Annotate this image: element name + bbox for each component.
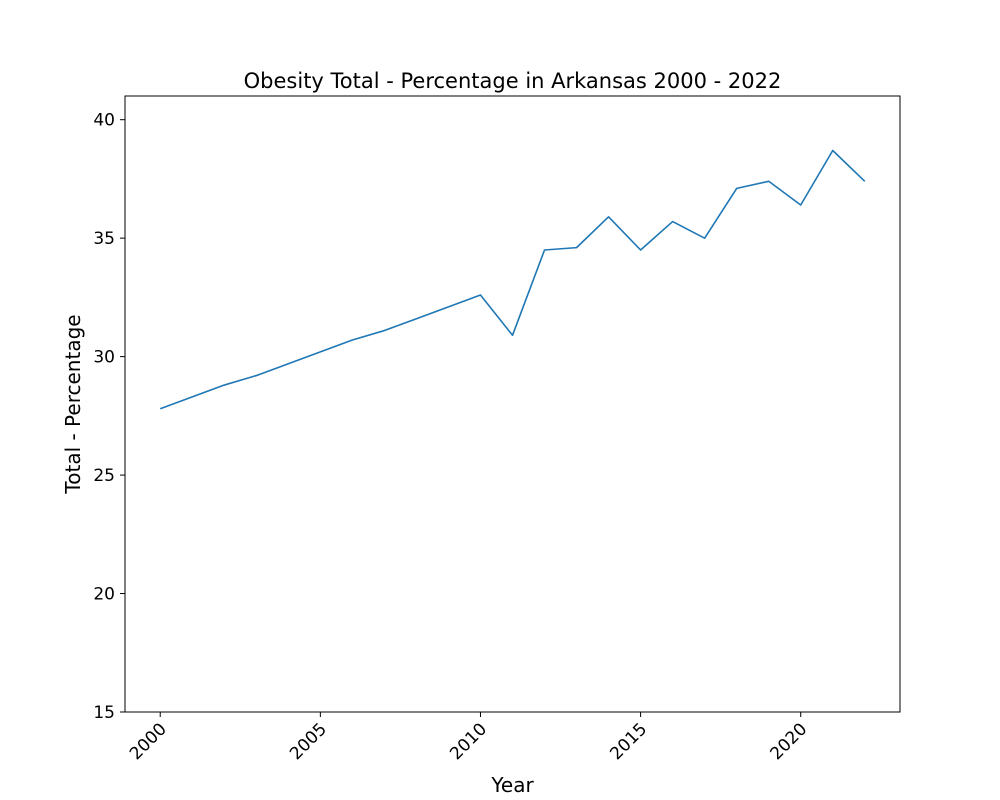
chart-title: Obesity Total - Percentage in Arkansas 2… (244, 69, 782, 93)
x-tick-label: 2015 (606, 719, 651, 764)
x-tick-label: 2005 (286, 719, 331, 764)
y-tick-label: 35 (93, 229, 115, 249)
y-axis-title: Total - Percentage (61, 314, 85, 494)
plot-area (124, 95, 901, 713)
y-tick-label: 25 (93, 466, 115, 486)
y-tick-label: 15 (93, 703, 115, 723)
x-tick-label: 2020 (767, 719, 812, 764)
axis-ticks: 2000 2005 2010 2015 2020 15 20 25 30 35 40 (93, 111, 811, 764)
y-tick-label: 30 (93, 348, 115, 368)
series-line (159, 149, 866, 410)
y-tick-label: 20 (93, 585, 115, 605)
x-tick-label: 2010 (446, 719, 491, 764)
x-tick-label: 2000 (126, 719, 171, 764)
y-tick-label: 40 (93, 111, 115, 131)
x-axis-title: Year (490, 773, 534, 797)
